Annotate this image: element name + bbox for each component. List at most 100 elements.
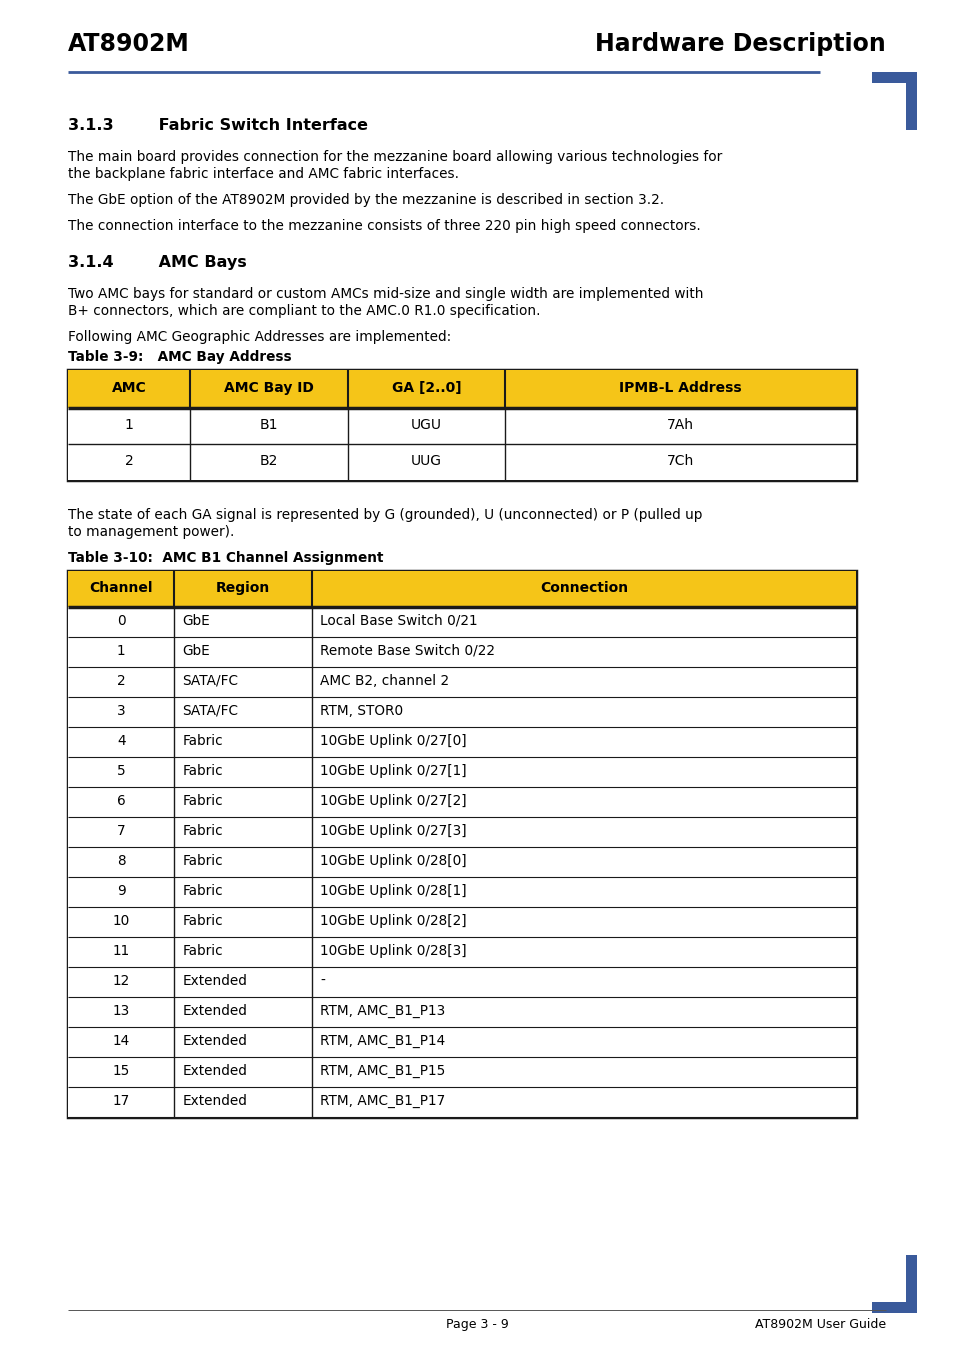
Text: 10GbE Uplink 0/27[2]: 10GbE Uplink 0/27[2] [320, 794, 466, 808]
Text: UUG: UUG [411, 454, 441, 467]
Text: B2: B2 [259, 454, 278, 467]
Text: GbE: GbE [182, 613, 210, 628]
Text: 11: 11 [112, 944, 130, 958]
Text: Extended: Extended [182, 1034, 247, 1048]
Text: Region: Region [216, 581, 270, 594]
Text: 10GbE Uplink 0/27[3]: 10GbE Uplink 0/27[3] [320, 824, 466, 838]
Text: 1: 1 [125, 417, 133, 432]
Bar [68, 370, 855, 480]
Bar [68, 1027, 855, 1056]
Bar [68, 1088, 855, 1117]
Text: SATA/FC: SATA/FC [182, 674, 238, 688]
Text: 10GbE Uplink 0/28[2]: 10GbE Uplink 0/28[2] [320, 915, 466, 928]
Bar [68, 571, 855, 607]
Text: 15: 15 [112, 1065, 130, 1078]
Text: 7: 7 [117, 824, 126, 838]
Text: Following AMC Geographic Addresses are implemented:: Following AMC Geographic Addresses are i… [68, 330, 451, 345]
Text: 3: 3 [117, 704, 126, 717]
Text: 5: 5 [116, 765, 126, 778]
Text: Two AMC bays for standard or custom AMCs mid-size and single width are implement: Two AMC bays for standard or custom AMCs… [68, 286, 702, 301]
Bar [68, 727, 855, 757]
Text: 7Ch: 7Ch [666, 454, 694, 467]
Text: 9: 9 [116, 884, 126, 898]
Text: 6: 6 [117, 794, 126, 808]
Text: The GbE option of the AT8902M provided by the mezzanine is described in section : The GbE option of the AT8902M provided b… [68, 193, 663, 207]
Bar [68, 571, 855, 1117]
Bar [68, 408, 855, 444]
Text: RTM, STOR0: RTM, STOR0 [320, 704, 403, 717]
Text: B+ connectors, which are compliant to the AMC.0 R1.0 specification.: B+ connectors, which are compliant to th… [68, 304, 540, 317]
Bar [68, 638, 855, 667]
Bar [68, 607, 855, 638]
Text: to management power).: to management power). [68, 526, 234, 539]
Bar [68, 997, 855, 1027]
Text: RTM, AMC_B1_P17: RTM, AMC_B1_P17 [320, 1094, 445, 1108]
Bar [68, 444, 855, 480]
Bar [68, 938, 855, 967]
Text: 10GbE Uplink 0/28[0]: 10GbE Uplink 0/28[0] [320, 854, 466, 867]
Text: Table 3-9:   AMC Bay Address: Table 3-9: AMC Bay Address [68, 350, 292, 363]
Text: Fabric: Fabric [182, 915, 223, 928]
Text: Fabric: Fabric [182, 854, 223, 867]
Text: Extended: Extended [182, 974, 247, 988]
Text: 13: 13 [112, 1004, 130, 1019]
Text: 10GbE Uplink 0/28[3]: 10GbE Uplink 0/28[3] [320, 944, 466, 958]
Text: 3.1.4        AMC Bays: 3.1.4 AMC Bays [68, 255, 247, 270]
Text: 0: 0 [117, 613, 126, 628]
Text: SATA/FC: SATA/FC [182, 704, 238, 717]
Text: The state of each GA signal is represented by G (grounded), U (unconnected) or P: The state of each GA signal is represent… [68, 508, 701, 521]
Text: UGU: UGU [411, 417, 441, 432]
Text: 10GbE Uplink 0/27[1]: 10GbE Uplink 0/27[1] [320, 765, 466, 778]
Bar [905, 72, 916, 130]
Text: 4: 4 [117, 734, 126, 748]
Text: Extended: Extended [182, 1094, 247, 1108]
Text: The connection interface to the mezzanine consists of three 220 pin high speed c: The connection interface to the mezzanin… [68, 219, 700, 232]
Text: 14: 14 [112, 1034, 130, 1048]
Text: Fabric: Fabric [182, 765, 223, 778]
Text: AT8902M: AT8902M [68, 32, 190, 55]
Text: 12: 12 [112, 974, 130, 988]
Text: Fabric: Fabric [182, 794, 223, 808]
Text: 1: 1 [117, 644, 126, 658]
Text: Local Base Switch 0/21: Local Base Switch 0/21 [320, 613, 477, 628]
Text: 2: 2 [125, 454, 133, 467]
Bar [871, 72, 916, 82]
Text: IPMB-L Address: IPMB-L Address [618, 381, 741, 394]
Bar [68, 667, 855, 697]
Text: Fabric: Fabric [182, 824, 223, 838]
Bar [68, 817, 855, 847]
Bar [68, 967, 855, 997]
Text: 7Ah: 7Ah [666, 417, 694, 432]
Text: AT8902M User Guide: AT8902M User Guide [754, 1319, 885, 1331]
Text: Fabric: Fabric [182, 734, 223, 748]
Text: Remote Base Switch 0/22: Remote Base Switch 0/22 [320, 644, 495, 658]
Bar [68, 370, 855, 408]
Text: AMC Bay ID: AMC Bay ID [224, 381, 314, 394]
Bar [871, 1302, 916, 1313]
Bar [68, 847, 855, 877]
Text: RTM, AMC_B1_P15: RTM, AMC_B1_P15 [320, 1065, 445, 1078]
Text: B1: B1 [259, 417, 278, 432]
Bar [68, 877, 855, 907]
Text: -: - [320, 974, 325, 988]
Text: Channel: Channel [90, 581, 152, 594]
Text: AMC: AMC [112, 381, 147, 394]
Text: 3.1.3        Fabric Switch Interface: 3.1.3 Fabric Switch Interface [68, 118, 368, 132]
Text: 17: 17 [112, 1094, 130, 1108]
Bar [68, 1056, 855, 1088]
Text: Extended: Extended [182, 1065, 247, 1078]
Text: Fabric: Fabric [182, 884, 223, 898]
Text: Connection: Connection [539, 581, 627, 594]
Text: RTM, AMC_B1_P13: RTM, AMC_B1_P13 [320, 1004, 445, 1019]
Bar [68, 697, 855, 727]
Text: 10: 10 [112, 915, 130, 928]
Text: RTM, AMC_B1_P14: RTM, AMC_B1_P14 [320, 1034, 445, 1048]
Text: GbE: GbE [182, 644, 210, 658]
Bar [68, 788, 855, 817]
Text: The main board provides connection for the mezzanine board allowing various tech: The main board provides connection for t… [68, 150, 721, 163]
Text: Table 3-10:  AMC B1 Channel Assignment: Table 3-10: AMC B1 Channel Assignment [68, 551, 383, 565]
Bar [68, 757, 855, 788]
Bar [68, 907, 855, 938]
Text: GA [2..0]: GA [2..0] [392, 381, 461, 394]
Text: Hardware Description: Hardware Description [595, 32, 885, 55]
